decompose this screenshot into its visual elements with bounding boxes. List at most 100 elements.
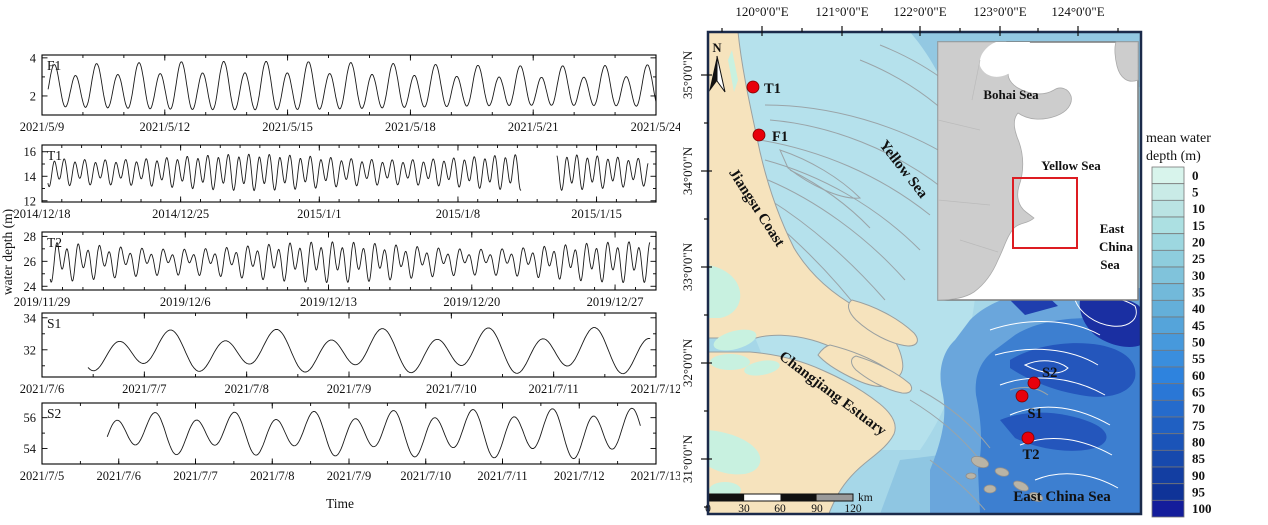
estuary-sandbar-2	[851, 355, 913, 394]
y-tick-label: 24	[24, 280, 37, 294]
x-tick-label: 2021/7/11	[529, 382, 579, 396]
x-tick-label: 2021/7/7	[122, 382, 166, 396]
islands	[965, 455, 1044, 502]
colorbar-value: 35	[1192, 285, 1206, 300]
colorbar-swatch	[1151, 316, 1185, 335]
x-tick-label: 2021/5/24	[631, 120, 680, 134]
colorbar-swatch	[1151, 449, 1185, 468]
x-tick-label: 2021/5/9	[20, 120, 64, 134]
y-tick-label: 54	[24, 442, 37, 456]
scalebar-120: 120	[844, 503, 862, 515]
series-line	[47, 153, 522, 192]
colorbar-swatch	[1151, 416, 1185, 435]
x-tick-label: 2014/12/18	[14, 207, 71, 221]
colorbar-swatch	[1151, 349, 1185, 368]
series-line	[556, 154, 649, 192]
lat-label: 32°0'0"N	[680, 338, 695, 387]
station-label: S2	[47, 406, 61, 421]
station-label: S1	[47, 316, 61, 331]
x-tick-label: 2021/7/9	[327, 382, 371, 396]
x-tick-label: 2015/1/1	[297, 207, 341, 221]
chart-S2: 2021/7/5 2021/7/6 2021/7/7 2021/7/8 2021/7/9…	[20, 402, 680, 483]
x-tick-label: 2019/12/27	[587, 295, 644, 309]
x-tick-label: 2021/7/8	[224, 382, 268, 396]
station-label-T1: T1	[764, 81, 781, 97]
station-dot-F1	[752, 128, 766, 142]
ridge-field-water	[730, 32, 979, 450]
map-frame	[706, 30, 1143, 516]
y-tick-label: 32	[24, 343, 37, 357]
colorbar-value: 95	[1192, 485, 1206, 500]
colorbar-swatch	[1151, 433, 1185, 451]
colorbar-swatch	[1151, 366, 1185, 385]
station-label: F1	[47, 58, 61, 73]
charts-panel: water depth (m) Time 2021/5/9 2021/5/12 20…	[0, 51, 680, 511]
colorbar-swatch	[1151, 483, 1185, 501]
x-tick-label: 2021/7/8	[250, 469, 294, 483]
station-dot-T2	[1021, 431, 1035, 445]
chart-T1: 2014/12/18 2014/12/25 2015/1/1 2015/1/8 2015…	[14, 144, 657, 221]
colorbar-value: 55	[1192, 351, 1206, 366]
x-tick-label: 2021/7/11	[477, 469, 527, 483]
colorbar-swatch	[1151, 216, 1185, 235]
colorbar-swatch	[1151, 466, 1185, 485]
map-panel: Bohai Sea Yellow Sea East China Sea Jian…	[680, 4, 1212, 518]
x-tick-label: 2021/5/21	[508, 120, 559, 134]
x-tick-label: 2021/5/15	[262, 120, 313, 134]
colorbar-value: 30	[1192, 268, 1205, 283]
colorbar-value: 25	[1192, 251, 1206, 266]
y-tick-label: 14	[24, 170, 37, 184]
colorbar-swatch	[1151, 266, 1185, 285]
colorbar-swatch	[1151, 249, 1185, 268]
scalebar-30: 30	[738, 503, 750, 515]
colorbar-value: 90	[1192, 468, 1205, 483]
inset-label-ecs-1: East	[1100, 221, 1125, 236]
x-tick-label: 2015/1/15	[571, 207, 622, 221]
series-line	[47, 61, 656, 111]
x-tick-label: 2021/7/6	[97, 469, 141, 483]
inset-province-borders	[937, 59, 999, 253]
lat-label: 33°0'0"N	[680, 242, 695, 291]
colorbar-value: 40	[1192, 301, 1205, 316]
station-label: T2	[47, 235, 62, 250]
colorbar-value: 100	[1192, 501, 1212, 516]
x-tick-label: 2014/12/25	[152, 207, 209, 221]
x-tick-label: 2021/7/6	[20, 382, 64, 396]
colorbar-value: 0	[1192, 168, 1199, 183]
inset-label-ecs-2: China	[1099, 239, 1133, 254]
series-line	[106, 407, 641, 460]
deep-water-navy-1	[1079, 297, 1141, 347]
label-east-china-sea: East China Sea	[1013, 489, 1111, 505]
lon-label: 120°0'0"E	[735, 4, 788, 19]
x-axis-label: Time	[326, 496, 354, 511]
x-tick-label: 2021/5/12	[139, 120, 190, 134]
y-tick-label: 34	[24, 311, 37, 325]
series-line	[49, 241, 651, 284]
tidal-flats	[708, 50, 780, 498]
y-axis-label: water depth (m)	[0, 209, 15, 295]
stations: T1 F1 S2 S1 T2	[746, 80, 1057, 463]
x-tick-label: 2021/7/12	[631, 382, 680, 396]
station-label-S1: S1	[1027, 406, 1042, 422]
chart-F1: 2021/5/9 2021/5/12 2021/5/15 2021/5/18 2021/…	[20, 51, 680, 134]
x-tick-label: 2021/7/9	[327, 469, 371, 483]
scalebar-60: 60	[774, 503, 786, 515]
x-tick-label: 2021/7/10	[400, 469, 451, 483]
colorbar-value: 50	[1192, 335, 1205, 350]
station-label-T2: T2	[1023, 447, 1040, 463]
colorbar-swatch	[1151, 333, 1185, 351]
x-tick-label: 2019/12/20	[443, 295, 500, 309]
inset-label-yellow-sea: Yellow Sea	[1041, 158, 1101, 173]
station-dot-S1	[1015, 389, 1029, 403]
colorbar-swatch	[1151, 299, 1185, 318]
inset-map: Bohai Sea Yellow Sea East China Sea	[937, 41, 1139, 301]
x-tick-label: 2015/1/8	[436, 207, 480, 221]
inset-label-ecs-3: Sea	[1100, 257, 1120, 272]
north-arrow-right	[716, 55, 726, 93]
north-arrow: N	[709, 41, 726, 93]
colorbar-swatch	[1151, 283, 1185, 301]
chart-S1: 2021/7/6 2021/7/7 2021/7/8 2021/7/9 2021/7/1…	[20, 311, 680, 396]
colorbar-value: 10	[1192, 201, 1205, 216]
x-tick-label: 2021/7/5	[20, 469, 64, 483]
